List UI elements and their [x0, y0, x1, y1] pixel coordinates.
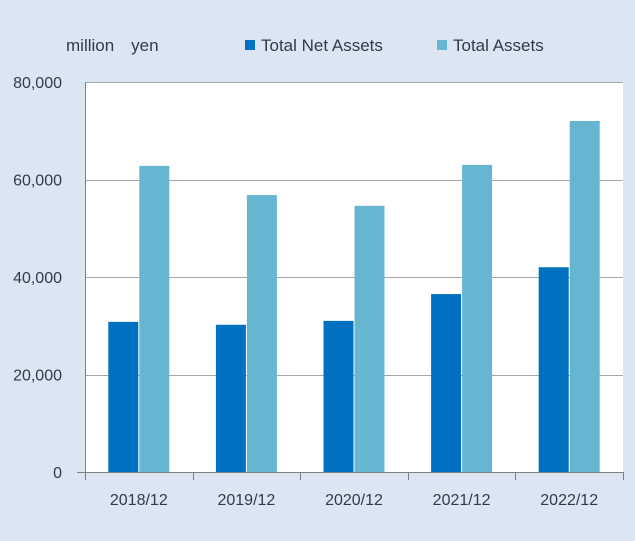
y-tick-label: 20,000 [13, 368, 62, 385]
legend-swatch-total-assets [437, 40, 447, 50]
unit-label: million yen [66, 36, 159, 55]
bar-total-net-assets [431, 294, 462, 472]
x-tick-label: 2018/12 [110, 492, 168, 509]
y-tick-label: 80,000 [13, 75, 62, 92]
bar-total-net-assets [215, 324, 246, 472]
x-tick-label: 2022/12 [540, 492, 598, 509]
bar-total-net-assets [108, 321, 139, 472]
bars [108, 121, 600, 472]
bar-total-assets [569, 121, 600, 472]
y-axis-tick-labels: 0 20,000 40,000 60,000 80,000 [13, 75, 62, 482]
bar-total-assets [462, 164, 493, 472]
x-tick-label: 2019/12 [217, 492, 275, 509]
x-axis [77, 82, 624, 480]
x-axis-tick-labels: 2018/12 2019/12 2020/12 2021/12 2022/12 [110, 492, 598, 509]
x-tick-label: 2020/12 [325, 492, 383, 509]
bar-total-net-assets [538, 267, 569, 472]
x-tick-label: 2021/12 [433, 492, 491, 509]
legend-label-total-assets: Total Assets [453, 36, 544, 55]
bar-total-assets [246, 195, 277, 472]
legend: Total Net Assets Total Assets [245, 36, 544, 55]
gridlines [85, 82, 623, 376]
y-tick-label: 0 [53, 465, 62, 482]
y-tick-label: 60,000 [13, 173, 62, 190]
y-tick-label: 40,000 [13, 270, 62, 287]
bar-total-assets [139, 165, 170, 472]
legend-swatch-total-net-assets [245, 40, 255, 50]
bar-total-net-assets [323, 320, 354, 472]
legend-label-total-net-assets: Total Net Assets [261, 36, 383, 55]
bar-total-assets [354, 205, 385, 472]
